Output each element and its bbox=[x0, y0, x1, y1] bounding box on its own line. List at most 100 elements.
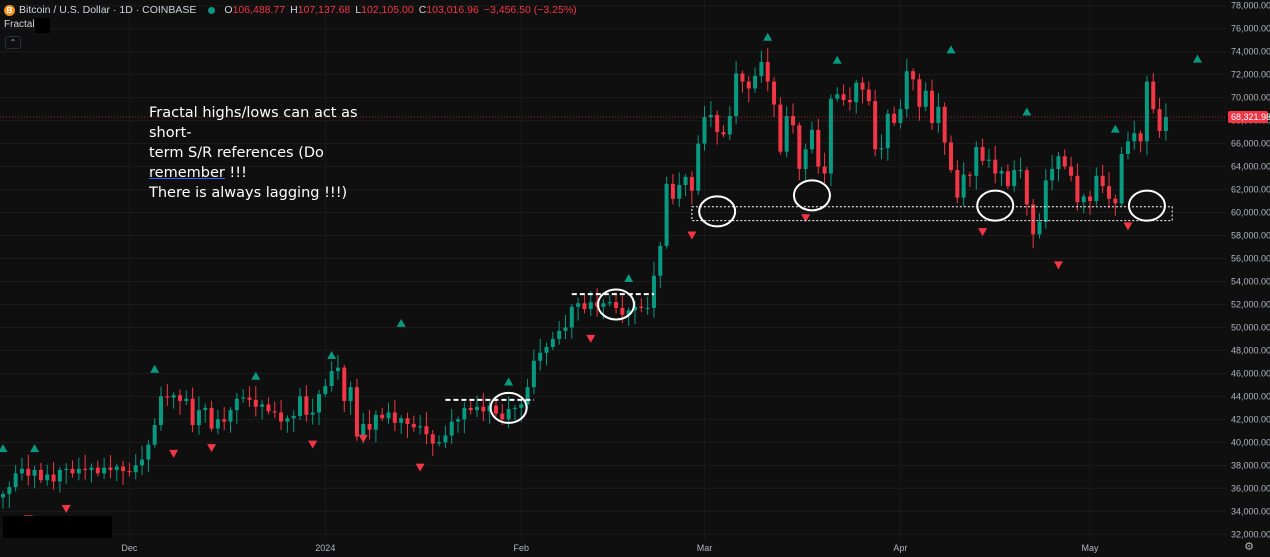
candle-body bbox=[291, 415, 296, 419]
candle-body bbox=[544, 346, 549, 353]
candle-body bbox=[955, 170, 960, 198]
candle-body bbox=[323, 386, 328, 395]
candle-body bbox=[639, 306, 644, 308]
y-tick-label: 60,000.00 bbox=[1231, 208, 1270, 218]
candle-body bbox=[879, 148, 884, 150]
symbol-header[interactable]: B Bitcoin / U.S. Dollar · 1D · COINBASE … bbox=[4, 3, 582, 17]
candle-body bbox=[974, 147, 979, 176]
y-tick-label: 62,000.00 bbox=[1231, 185, 1270, 195]
candle-body bbox=[1113, 198, 1118, 204]
candle-body bbox=[449, 421, 454, 436]
candle-body bbox=[285, 418, 290, 422]
candle-body bbox=[329, 371, 334, 387]
candle-body bbox=[1, 494, 5, 498]
highlight-circle bbox=[976, 189, 1015, 222]
x-tick-label: May bbox=[1082, 543, 1100, 553]
candle-body bbox=[424, 426, 429, 435]
candle-body bbox=[1075, 175, 1080, 203]
y-tick-label: 56,000.00 bbox=[1231, 254, 1270, 264]
candle-body bbox=[531, 360, 536, 388]
collapse-legend-button[interactable]: ⌃ bbox=[5, 36, 21, 49]
candle-body bbox=[708, 114, 713, 118]
high-value: 107,137.68 bbox=[297, 4, 351, 16]
support-zone-box bbox=[691, 206, 1173, 222]
fractal-high-marker bbox=[0, 444, 8, 453]
candle-body bbox=[83, 468, 88, 470]
candle-body bbox=[272, 411, 277, 413]
candle-body bbox=[1069, 166, 1074, 176]
annotation-text: Fractal highs/lows can act as short- ter… bbox=[149, 103, 399, 203]
high-label: H bbox=[290, 4, 298, 16]
annotation-line-2c: !!! bbox=[224, 165, 247, 181]
candle-body bbox=[266, 404, 271, 412]
highlight-circle bbox=[698, 195, 737, 228]
grid bbox=[0, 0, 1226, 540]
candle-body bbox=[260, 404, 265, 407]
indicator-label[interactable]: Fractals bbox=[4, 19, 40, 30]
y-tick-label: 72,000.00 bbox=[1231, 70, 1270, 80]
candle-body bbox=[557, 330, 562, 339]
candle-body bbox=[234, 398, 239, 411]
candle-body bbox=[1005, 171, 1010, 187]
candle-body bbox=[392, 412, 397, 423]
candle-body bbox=[367, 423, 372, 430]
candle-body bbox=[696, 143, 701, 191]
candle-body bbox=[942, 106, 947, 143]
annotation-line-2: term S/R references (Do remember !!! bbox=[149, 143, 399, 183]
candle-body bbox=[456, 419, 461, 422]
fractal-low-marker bbox=[169, 449, 179, 458]
y-tick-label: 58,000.00 bbox=[1231, 231, 1270, 241]
candle-body bbox=[614, 302, 619, 308]
fractal-markers bbox=[0, 32, 1202, 524]
candle-body bbox=[1050, 168, 1055, 181]
y-tick-label: 54,000.00 bbox=[1231, 276, 1270, 286]
x-tick-label: Apr bbox=[893, 543, 907, 553]
candle-body bbox=[1107, 186, 1111, 199]
fractal-low-marker bbox=[415, 463, 425, 472]
candle-body bbox=[152, 425, 157, 445]
candle-body bbox=[228, 410, 233, 422]
fractal-low-marker bbox=[61, 504, 71, 513]
candle-body bbox=[847, 99, 852, 103]
redacted-indicator-controls bbox=[35, 18, 50, 33]
fractal-high-marker bbox=[504, 377, 514, 386]
fractal-high-marker bbox=[1110, 124, 1120, 133]
x-tick-label: 2024 bbox=[315, 543, 335, 553]
candle-body bbox=[866, 89, 871, 102]
candle-body bbox=[930, 90, 935, 123]
candle-body bbox=[778, 104, 783, 152]
candle-body bbox=[1100, 175, 1105, 187]
x-tick-label: Mar bbox=[697, 543, 713, 553]
candle-body bbox=[506, 409, 511, 420]
symbol-title[interactable]: Bitcoin / U.S. Dollar · 1D · COINBASE bbox=[19, 4, 197, 16]
highlight-circle bbox=[489, 391, 528, 424]
candle-body bbox=[715, 114, 720, 133]
candle-body bbox=[348, 387, 353, 401]
candle-body bbox=[196, 410, 201, 426]
redacted-block bbox=[3, 516, 112, 538]
candle-body bbox=[76, 468, 81, 474]
settings-gear-icon[interactable]: ⚙ bbox=[1244, 541, 1254, 553]
y-tick-label: 50,000.00 bbox=[1231, 322, 1270, 332]
candle-body bbox=[689, 176, 694, 191]
candle-body bbox=[986, 159, 991, 161]
fractal-low-marker bbox=[586, 334, 596, 343]
candle-body bbox=[247, 397, 252, 400]
candle-body bbox=[727, 116, 732, 135]
bitcoin-icon: B bbox=[4, 4, 15, 16]
candle-body bbox=[1062, 156, 1067, 167]
candle-body bbox=[911, 71, 916, 80]
candle-body bbox=[190, 398, 195, 426]
candle-body bbox=[961, 174, 966, 198]
candle-body bbox=[797, 125, 802, 169]
candle-body bbox=[241, 397, 246, 399]
candle-body bbox=[753, 75, 758, 89]
fractal-high-marker bbox=[1022, 107, 1032, 116]
candle-body bbox=[165, 396, 170, 398]
candle-body bbox=[26, 468, 31, 476]
candle-body bbox=[443, 435, 448, 443]
candle-body bbox=[203, 407, 208, 411]
candle-body bbox=[335, 367, 340, 372]
candle-body bbox=[38, 469, 43, 481]
